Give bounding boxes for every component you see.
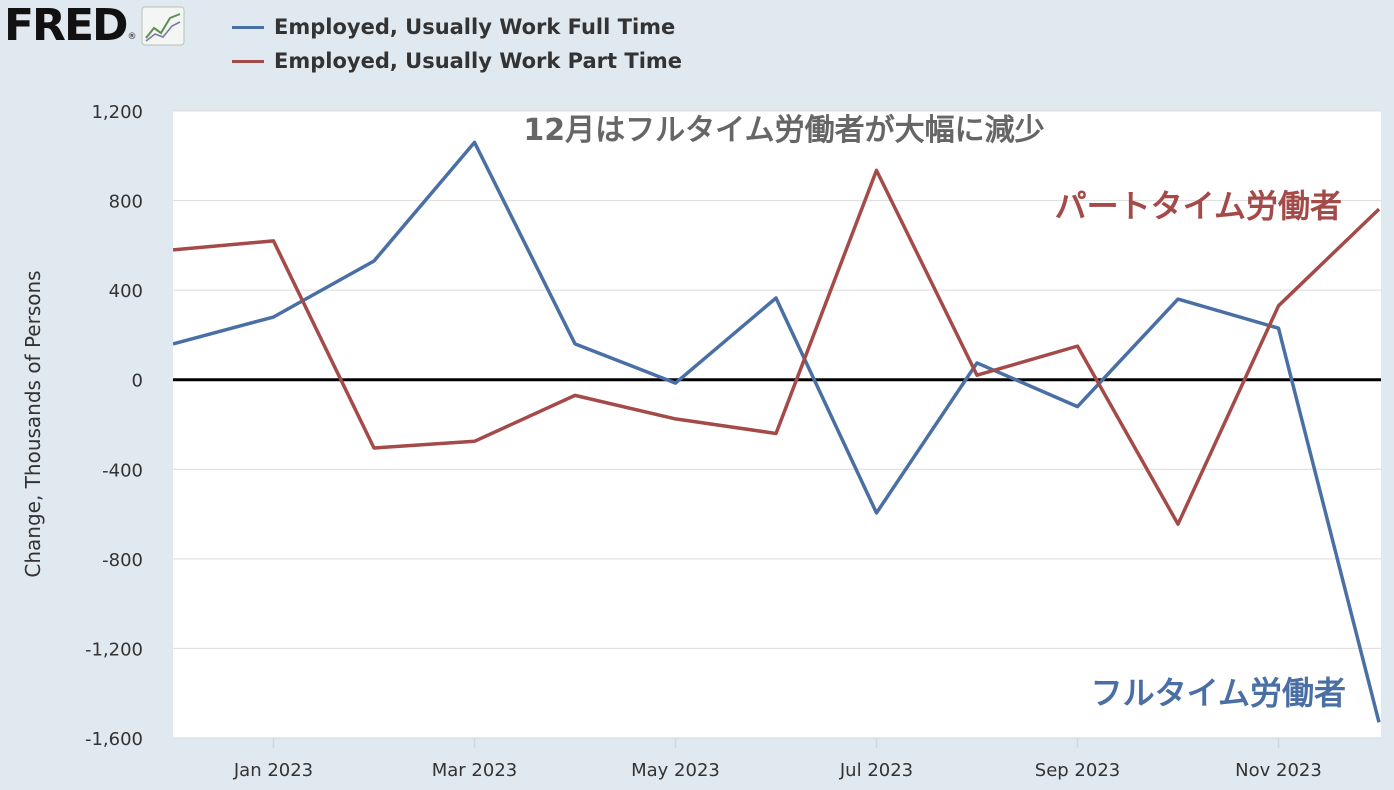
plot-background xyxy=(173,111,1381,738)
x-tick-label: Jan 2023 xyxy=(233,760,313,781)
x-tick-label: Jul 2023 xyxy=(839,760,913,781)
x-tick-label: Mar 2023 xyxy=(432,760,518,781)
legend-label-full-time: Employed, Usually Work Full Time xyxy=(274,15,676,39)
y-axis-label: Change, Thousands of Persons xyxy=(21,270,45,577)
legend-swatch-full-time xyxy=(232,25,264,29)
x-tick-label: Sep 2023 xyxy=(1035,760,1120,781)
y-tick-label: 400 xyxy=(109,281,143,302)
series-lines xyxy=(173,140,1381,723)
legend-item-full-time[interactable]: Employed, Usually Work Full Time xyxy=(232,10,682,44)
y-axis-ticks: 1,200 800 400 0 -400 -800 -1,200 -1,600 xyxy=(85,102,143,750)
y-tick-label: -1,600 xyxy=(85,729,143,750)
series-line-part-time[interactable] xyxy=(173,168,1381,526)
y-tick-label: -800 xyxy=(102,550,143,571)
series-line-full-time[interactable] xyxy=(173,140,1381,723)
x-axis-ticks: Jan 2023 Mar 2023 May 2023 Jul 2023 Sep 2023… xyxy=(173,737,1381,781)
annotation-part-time: パートタイム労働者 xyxy=(1055,187,1342,225)
y-tick-label: 1,200 xyxy=(91,102,143,123)
y-tick-label: 800 xyxy=(109,192,143,213)
fred-logo-text: FRED xyxy=(4,0,129,51)
legend-label-part-time: Employed, Usually Work Part Time xyxy=(274,49,683,73)
legend-swatch-part-time xyxy=(232,59,264,63)
y-tick-label: -400 xyxy=(102,460,143,481)
line-chart-icon xyxy=(141,6,185,46)
x-tick-label: Nov 2023 xyxy=(1235,760,1322,781)
annotation-title: 12月はフルタイム労働者が大幅に減少 xyxy=(523,113,1044,148)
registered-mark: ® xyxy=(127,32,137,42)
annotation-full-time: フルタイム労働者 xyxy=(1091,674,1346,712)
legend-item-part-time[interactable]: Employed, Usually Work Part Time xyxy=(232,44,682,78)
x-tick-label: May 2023 xyxy=(631,760,720,781)
legend: Employed, Usually Work Full Time Employe… xyxy=(232,10,682,78)
y-tick-label: 0 xyxy=(132,371,143,392)
y-tick-label: -1,200 xyxy=(85,639,143,660)
fred-logo[interactable]: FRED ® xyxy=(4,2,185,50)
